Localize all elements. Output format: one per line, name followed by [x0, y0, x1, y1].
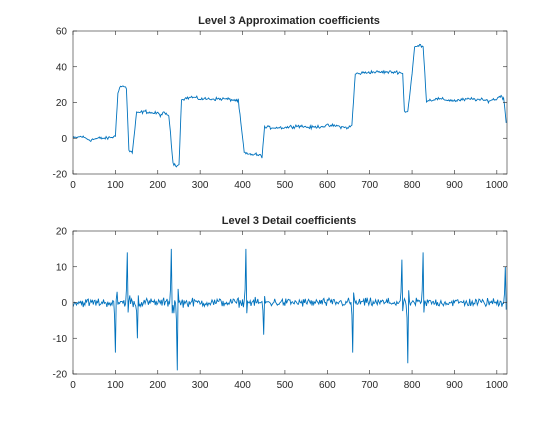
approximation-x-tick-label: 100 [107, 180, 124, 191]
detail-x-tick-label: 400 [234, 380, 251, 391]
approximation-y-tick-label: 0 [61, 134, 67, 145]
detail-x-tick-label: 800 [404, 380, 421, 391]
approximation-x-tick-label: 1000 [486, 180, 509, 191]
approximation-x-tick-label: 0 [70, 180, 76, 191]
approximation-x-tick-label: 200 [149, 180, 166, 191]
detail-plot-title: Level 3 Detail coefficients [222, 215, 357, 227]
detail-y-tick-label: 20 [56, 227, 68, 238]
detail-x-tick-label: 700 [361, 380, 378, 391]
detail-x-tick-label: 900 [446, 380, 463, 391]
detail-x-tick-label: 200 [149, 380, 166, 391]
approximation-x-tick-label: 800 [404, 180, 421, 191]
detail-x-tick-label: 0 [70, 380, 76, 391]
detail-x-tick-label: 600 [319, 380, 336, 391]
approximation-x-tick-label: 700 [361, 180, 378, 191]
detail-plot: Level 3 Detail coefficients 0 100 200 300 40… [53, 215, 509, 391]
detail-x-tick-label: 1000 [486, 380, 509, 391]
approximation-x-tick-label: 600 [319, 180, 336, 191]
approximation-series-line [73, 43, 507, 168]
detail-series-line [73, 248, 507, 371]
approximation-y-tick-label: -20 [53, 170, 68, 181]
detail-y-tick-label: -20 [53, 370, 68, 381]
approximation-x-tick-label: 900 [446, 180, 463, 191]
approximation-y-tick-label: 20 [56, 98, 68, 109]
approximation-y-tick-label: 60 [56, 27, 68, 38]
approximation-x-tick-label: 300 [192, 180, 209, 191]
approximation-axes-box [72, 30, 508, 175]
detail-x-tick-label: 300 [192, 380, 209, 391]
detail-x-tick-label: 500 [277, 380, 294, 391]
approximation-plot: Level 3 Approximation coefficients 0 100 2… [53, 15, 509, 191]
detail-y-tick-label: 10 [56, 262, 68, 273]
approximation-plot-title: Level 3 Approximation coefficients [198, 15, 380, 27]
detail-y-tick-label: 0 [61, 298, 67, 309]
approximation-y-tick-label: 40 [56, 62, 68, 73]
detail-x-tick-label: 100 [107, 380, 124, 391]
approximation-x-tick-label: 500 [277, 180, 294, 191]
detail-y-tick-label: -10 [53, 334, 68, 345]
approximation-x-tick-label: 400 [234, 180, 251, 191]
